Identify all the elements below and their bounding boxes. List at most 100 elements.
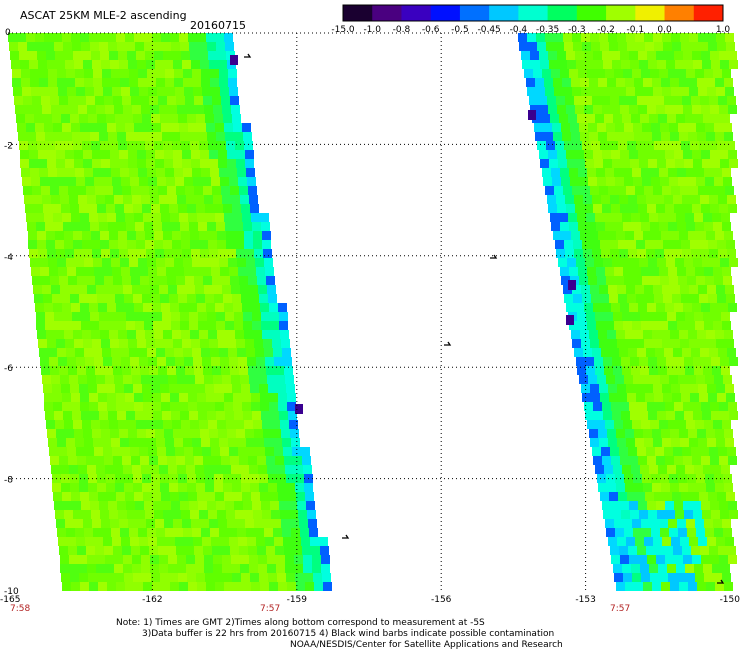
swath-cell	[59, 186, 68, 195]
swath-cell	[658, 366, 667, 375]
swath-cell	[118, 51, 127, 60]
swath-cell	[668, 420, 677, 429]
swath-cell	[526, 78, 535, 87]
swath-cell	[168, 555, 177, 564]
swath-cell	[572, 87, 581, 96]
swath-cell	[537, 42, 546, 51]
swath-cell	[151, 384, 160, 393]
swath-cell	[668, 267, 677, 276]
swath-cell	[641, 168, 650, 177]
swath-cell	[615, 474, 624, 483]
swath-cell	[616, 330, 625, 339]
swath-cell	[190, 240, 199, 249]
swath-cell	[683, 303, 692, 312]
swath-cell	[270, 321, 279, 330]
swath-cell	[139, 177, 148, 186]
swath-cell	[560, 69, 569, 78]
swath-cell	[216, 312, 225, 321]
swath-cell	[288, 411, 297, 420]
swath-cell	[165, 69, 174, 78]
colorbar-swatch	[664, 5, 695, 21]
swath-cell	[65, 519, 74, 528]
swath-cell	[70, 573, 79, 582]
swath-cell	[45, 312, 54, 321]
swath-cell	[137, 519, 146, 528]
swath-cell	[220, 87, 229, 96]
swath-cell	[230, 456, 239, 465]
swath-cell	[653, 285, 662, 294]
swath-cell	[146, 249, 155, 258]
swath-cell	[151, 474, 160, 483]
swath-cell	[118, 141, 127, 150]
swath-cell	[37, 330, 46, 339]
swath-cell	[584, 402, 593, 411]
swath-cell	[60, 105, 69, 114]
swath-cell	[593, 303, 602, 312]
swath-cell	[689, 384, 698, 393]
swath-cell	[40, 87, 49, 96]
swath-cell	[65, 429, 74, 438]
swath-cell	[617, 33, 626, 42]
swath-cell	[138, 69, 147, 78]
swath-cell	[52, 294, 61, 303]
swath-cell	[76, 447, 85, 456]
swath-cell	[687, 276, 696, 285]
swath-cell	[72, 42, 81, 51]
swath-cell	[719, 150, 728, 159]
swath-cell	[268, 573, 277, 582]
swath-cell	[281, 519, 290, 528]
swath-cell	[39, 69, 48, 78]
swath-cell	[92, 159, 101, 168]
swath-cell	[50, 366, 59, 375]
longitude-label: -159	[287, 595, 308, 605]
swath-cell	[77, 186, 86, 195]
swath-cell	[688, 429, 697, 438]
swath-cell	[610, 195, 619, 204]
swath-cell	[84, 348, 93, 357]
swath-cell	[713, 420, 722, 429]
swath-cell	[622, 564, 631, 573]
swath-cell	[245, 519, 254, 528]
swath-cell	[259, 294, 268, 303]
swath-cell	[635, 33, 644, 42]
swath-cell	[719, 456, 728, 465]
swath-cell	[716, 186, 725, 195]
swath-cell	[675, 258, 684, 267]
swath-cell	[608, 186, 617, 195]
swath-cell	[87, 564, 96, 573]
swath-cell	[583, 195, 592, 204]
swath-cell	[551, 69, 560, 78]
swath-cell	[593, 204, 602, 213]
swath-cell	[663, 294, 672, 303]
swath-cell	[658, 564, 667, 573]
swath-cell	[82, 420, 91, 429]
swath-cell	[114, 465, 123, 474]
swath-cell	[129, 258, 138, 267]
swath-cell	[277, 573, 286, 582]
swath-cell	[551, 222, 560, 231]
swath-cell	[193, 447, 202, 456]
swath-cell	[608, 339, 617, 348]
swath-cell	[659, 168, 668, 177]
swath-cell	[308, 519, 317, 528]
swath-cell	[184, 357, 193, 366]
swath-cell	[119, 249, 128, 258]
swath-cell	[529, 96, 538, 105]
swath-cell	[662, 87, 671, 96]
swath-cell	[75, 78, 84, 87]
swath-cell	[233, 213, 242, 222]
swath-cell	[280, 510, 289, 519]
swath-cell	[726, 141, 735, 150]
swath-cell	[287, 393, 296, 402]
swath-cell	[227, 429, 236, 438]
swath-cell	[78, 375, 87, 384]
swath-cell	[48, 348, 57, 357]
swath-cell	[723, 177, 732, 186]
swath-cell	[108, 501, 117, 510]
swath-cell	[613, 366, 622, 375]
swath-cell	[253, 330, 262, 339]
swath-cell	[98, 33, 107, 42]
swath-cell	[259, 573, 268, 582]
swath-cell	[620, 303, 629, 312]
